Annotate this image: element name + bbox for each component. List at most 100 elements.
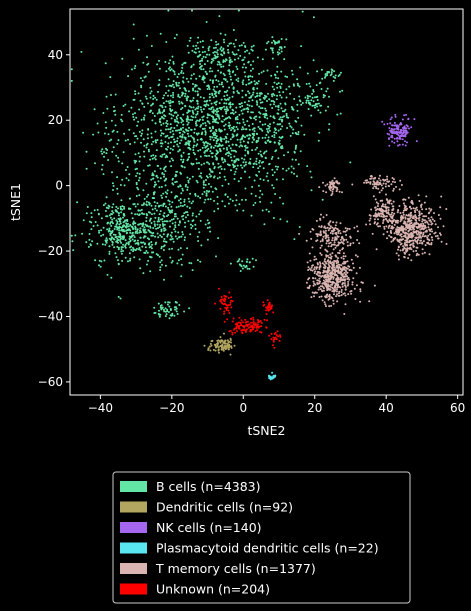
data-point	[223, 95, 226, 98]
data-point	[274, 193, 277, 195]
data-point	[150, 247, 153, 250]
data-point	[246, 110, 249, 113]
data-point	[172, 69, 175, 72]
data-point	[262, 113, 265, 116]
data-point	[225, 112, 228, 115]
data-point	[161, 220, 164, 223]
data-point	[334, 271, 337, 274]
data-point	[207, 183, 210, 185]
data-point	[235, 199, 238, 202]
data-point	[138, 258, 141, 261]
data-point	[189, 233, 192, 236]
data-point	[320, 244, 323, 247]
data-point	[208, 226, 211, 229]
data-point	[144, 235, 147, 238]
data-point	[186, 115, 189, 118]
data-point	[230, 78, 232, 81]
data-point	[153, 156, 156, 159]
data-point	[186, 44, 189, 47]
data-point	[330, 296, 333, 299]
data-point	[265, 109, 268, 112]
data-point	[333, 260, 336, 262]
data-point	[167, 9, 170, 12]
data-point	[191, 99, 194, 102]
data-point	[187, 181, 190, 184]
data-point	[232, 87, 235, 90]
data-point	[133, 203, 136, 205]
data-point	[184, 143, 187, 146]
data-point	[386, 199, 389, 202]
data-point	[117, 239, 120, 241]
data-point	[261, 129, 264, 132]
legend-label: Unknown (n=204)	[156, 582, 270, 597]
data-point	[168, 160, 171, 163]
data-point	[281, 116, 284, 119]
data-point	[173, 213, 176, 215]
data-point	[339, 112, 342, 115]
data-point	[218, 339, 220, 342]
data-point	[279, 85, 282, 88]
data-point	[215, 135, 218, 138]
data-point	[167, 145, 169, 148]
data-point	[214, 155, 217, 157]
data-point	[348, 278, 351, 281]
data-point	[328, 280, 331, 283]
data-point	[224, 33, 227, 36]
data-point	[244, 163, 247, 166]
y-axis-label: tSNE1	[8, 183, 23, 221]
data-point	[171, 130, 174, 132]
data-point	[110, 138, 113, 141]
data-point	[116, 227, 119, 230]
data-point	[328, 187, 331, 190]
data-point	[233, 45, 236, 48]
data-point	[328, 221, 331, 224]
data-point	[160, 230, 163, 233]
data-point	[184, 92, 187, 95]
data-point	[219, 48, 222, 50]
data-point	[88, 238, 91, 241]
data-point	[429, 219, 432, 222]
data-point	[165, 100, 168, 103]
data-point	[338, 190, 341, 193]
data-point	[178, 220, 181, 223]
data-point	[166, 155, 169, 158]
data-point	[421, 252, 424, 255]
data-point	[433, 220, 436, 222]
data-point	[177, 205, 180, 208]
data-point	[230, 159, 233, 162]
data-point	[373, 218, 376, 221]
data-point	[136, 239, 139, 242]
data-point	[226, 98, 229, 101]
data-point	[363, 181, 366, 184]
data-point	[154, 216, 157, 219]
data-point	[298, 99, 301, 102]
data-point	[181, 187, 184, 190]
data-point	[108, 214, 111, 217]
data-point	[128, 110, 131, 113]
data-point	[322, 190, 325, 193]
data-point	[122, 243, 125, 246]
data-point	[399, 234, 402, 237]
data-point	[404, 198, 407, 201]
data-point	[232, 86, 235, 89]
data-point	[226, 148, 229, 151]
data-point	[329, 232, 332, 234]
data-point	[175, 33, 178, 36]
data-point	[316, 235, 319, 238]
data-point	[270, 201, 273, 204]
data-point	[226, 94, 229, 97]
data-point	[261, 107, 264, 110]
data-point	[229, 117, 232, 120]
data-point	[235, 65, 238, 68]
data-point	[272, 187, 275, 189]
data-point	[162, 308, 165, 311]
data-point	[319, 265, 322, 268]
data-point	[381, 120, 384, 123]
data-point	[243, 164, 246, 167]
data-point	[327, 128, 330, 131]
data-point	[156, 220, 159, 223]
data-point	[386, 122, 389, 125]
data-point	[162, 97, 165, 100]
data-point	[139, 267, 142, 270]
data-point	[221, 200, 224, 203]
